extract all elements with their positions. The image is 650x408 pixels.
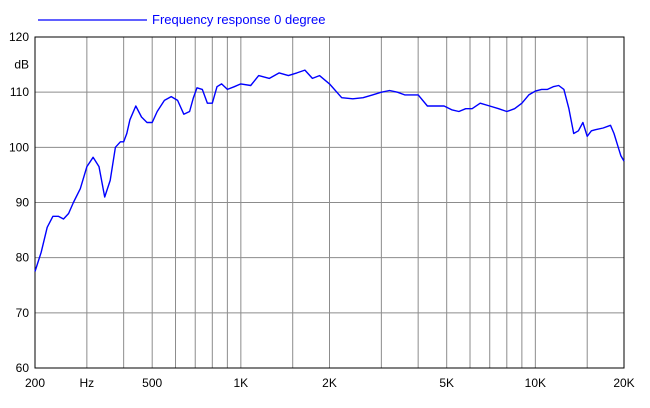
y-tick-label: 100 <box>9 140 29 154</box>
y-tick-label: 70 <box>16 306 30 320</box>
x-tick-label: 20K <box>613 376 634 390</box>
x-tick-label: 5K <box>439 376 454 390</box>
x-tick-label: 10K <box>525 376 546 390</box>
x-axis-unit-label: Hz <box>80 376 95 390</box>
y-axis-unit-label: dB <box>14 58 29 72</box>
series-line <box>34 69 625 272</box>
axes: 200 500 1K 2K 5K 10K 20K Hz 60 70 80 90 100 110 120 dB <box>9 30 635 390</box>
x-tick-label: 200 <box>25 376 45 390</box>
y-tick-label: 60 <box>16 361 30 375</box>
plot-area <box>34 36 625 369</box>
legend: Frequency response 0 degree <box>38 12 325 27</box>
x-tick-label: 500 <box>142 376 162 390</box>
grid <box>34 36 625 369</box>
y-tick-label: 110 <box>10 85 29 99</box>
legend-label: Frequency response 0 degree <box>152 12 325 27</box>
x-tick-label: 1K <box>234 376 249 390</box>
curve-layer <box>34 69 625 272</box>
x-tick-label: 2K <box>322 376 337 390</box>
y-tick-label: 120 <box>9 30 29 44</box>
y-tick-label: 90 <box>16 196 30 210</box>
y-tick-label: 80 <box>16 251 30 265</box>
